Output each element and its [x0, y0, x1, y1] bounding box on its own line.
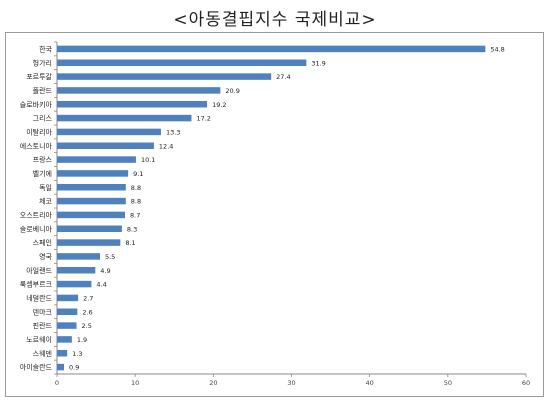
value-label: 8.3 [127, 225, 137, 233]
category-label: 독일 [39, 183, 52, 192]
value-label: 1.3 [72, 350, 82, 358]
bar-19 [57, 294, 79, 302]
value-label: 2.5 [82, 322, 92, 330]
bar-10 [57, 170, 129, 177]
bar-11 [57, 183, 126, 191]
x-tick-label: 0 [55, 379, 59, 387]
value-label: 4.9 [100, 267, 110, 275]
bar-24 [57, 363, 65, 371]
value-label: 9.1 [133, 170, 143, 178]
value-label: 27.4 [276, 73, 290, 81]
chart-title: <아동결핍지수 국제비교> [173, 10, 377, 30]
value-label: 10.1 [141, 156, 155, 164]
bar-14 [57, 225, 122, 233]
x-tick-label: 40 [366, 379, 374, 387]
category-label: 네덜란드 [26, 293, 52, 302]
value-label: 8.7 [130, 211, 140, 219]
bar-3 [57, 73, 272, 80]
value-label: 12.4 [159, 142, 173, 150]
value-label: 19.2 [212, 101, 226, 109]
value-label: 5.5 [105, 253, 115, 261]
value-label: 8.1 [125, 239, 135, 247]
value-label: 17.2 [196, 115, 210, 123]
category-label: 아일랜드 [26, 266, 52, 275]
value-label: 2.6 [82, 308, 92, 316]
category-label: 벨기에 [33, 169, 52, 178]
category-label: 덴마크 [33, 307, 53, 316]
bar-15 [57, 239, 121, 246]
bar-17 [57, 266, 96, 274]
x-tick-label: 10 [131, 379, 139, 387]
category-label: 이탈리아 [26, 127, 52, 136]
category-label: 스웨덴 [33, 349, 52, 358]
bar-21 [57, 322, 77, 329]
bar-9 [57, 156, 136, 163]
category-label: 한국 [39, 45, 52, 53]
bar-7 [57, 128, 161, 136]
category-label: 오스트리아 [20, 210, 53, 219]
x-tick-label: 50 [444, 379, 452, 387]
bar-23 [57, 349, 68, 357]
bar-16 [57, 253, 100, 260]
bar-5 [57, 100, 208, 108]
value-label: 2.7 [83, 294, 93, 302]
bar-12 [57, 197, 126, 205]
value-label: 0.9 [69, 364, 79, 372]
category-label: 그리스 [33, 114, 53, 123]
x-tick-label: 60 [522, 379, 530, 387]
category-label: 룩셈부르크 [20, 280, 53, 289]
category-label: 에스토니아 [20, 141, 53, 150]
category-label: 포르투갈 [26, 73, 52, 81]
bar-4 [57, 87, 221, 94]
category-label: 폴란드 [33, 87, 53, 95]
value-label: 4.4 [96, 281, 106, 289]
category-label: 아이슬란드 [20, 363, 53, 372]
value-label: 54.8 [490, 45, 504, 53]
category-label: 핀란드 [33, 321, 53, 330]
x-tick-label: 20 [209, 379, 217, 387]
category-label: 스페인 [33, 238, 52, 247]
category-label: 영국 [39, 252, 52, 261]
bar-2 [57, 59, 307, 67]
category-label: 노르웨이 [26, 335, 52, 344]
bar-1 [57, 45, 486, 53]
value-label: 13.3 [166, 128, 180, 136]
bar-8 [57, 142, 154, 150]
bar-6 [57, 114, 192, 122]
value-label: 31.9 [311, 59, 325, 67]
x-tick-label: 30 [287, 379, 295, 387]
category-label: 프랑스 [33, 156, 53, 164]
value-label: 1.9 [77, 336, 87, 344]
bar-13 [57, 211, 126, 219]
category-label: 헝가리 [33, 58, 52, 67]
value-label: 20.9 [225, 87, 239, 95]
bar-18 [57, 280, 92, 288]
bar-20 [57, 308, 78, 316]
category-label: 체코 [39, 198, 52, 206]
category-label: 슬로바키아 [20, 100, 53, 109]
category-label: 슬로베니아 [20, 224, 53, 233]
value-label: 8.8 [131, 198, 141, 206]
value-label: 8.8 [131, 184, 141, 192]
bar-22 [57, 336, 72, 343]
